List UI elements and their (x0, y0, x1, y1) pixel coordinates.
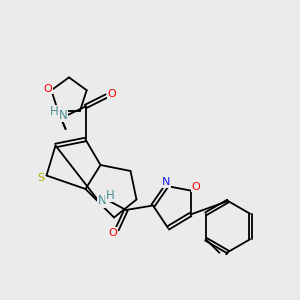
Text: N: N (162, 177, 170, 188)
Text: N: N (98, 194, 106, 208)
Text: O: O (43, 84, 52, 94)
Text: O: O (108, 227, 117, 238)
Text: N: N (59, 109, 68, 122)
Text: O: O (191, 182, 200, 192)
Text: H: H (106, 189, 115, 202)
Text: H: H (50, 105, 58, 119)
Text: O: O (107, 89, 116, 100)
Text: S: S (37, 173, 44, 183)
